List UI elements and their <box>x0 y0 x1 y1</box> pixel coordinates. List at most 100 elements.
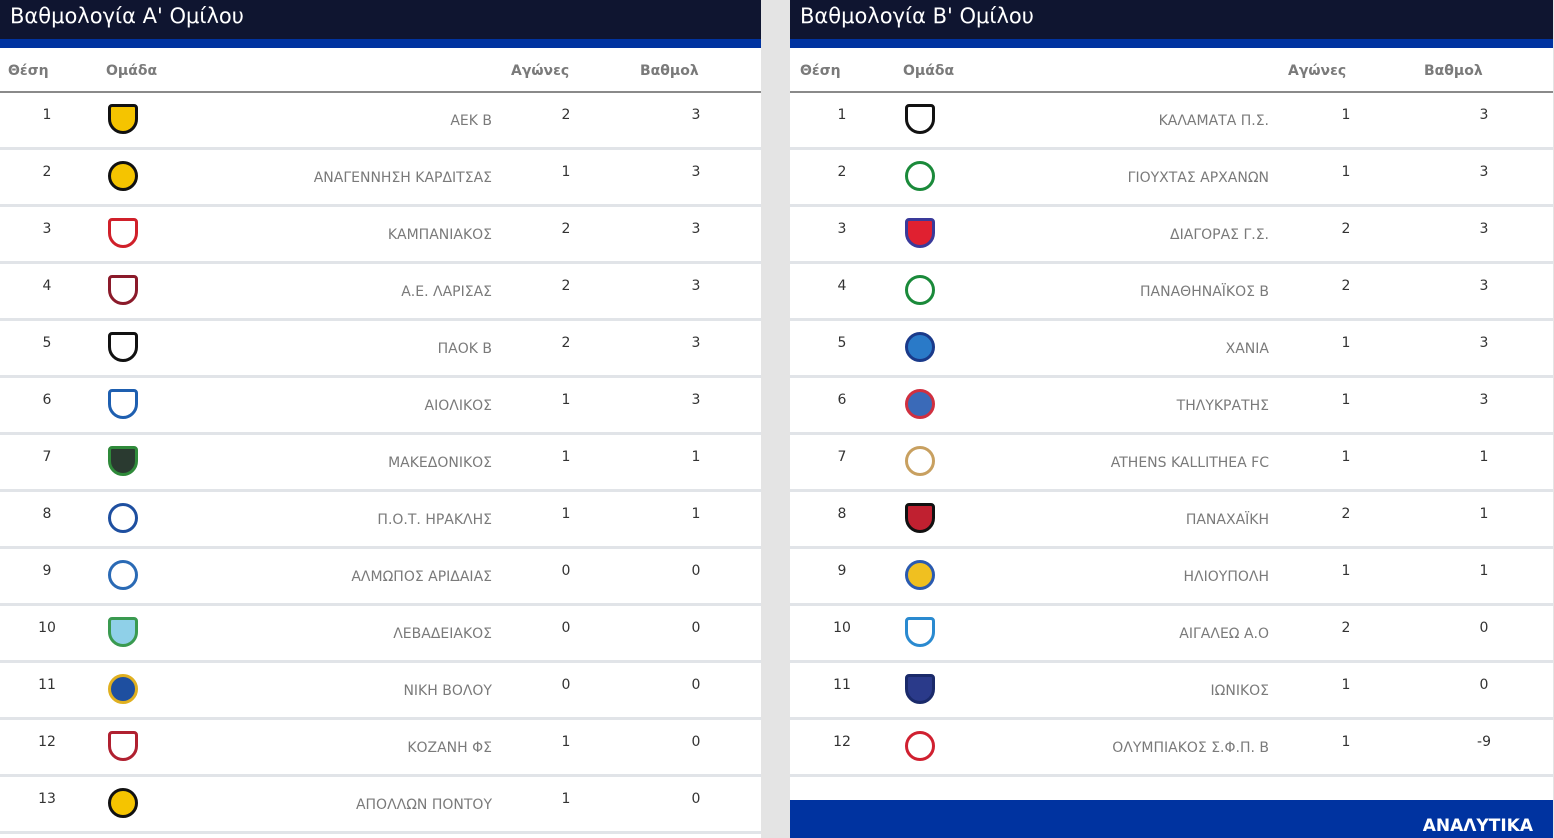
col-points-header: Βαθμολ <box>640 63 699 79</box>
team-name: ΑΛΜΩΠΟΣ ΑΡΙΔΑΙΑΣ <box>351 569 492 585</box>
position: 9 <box>42 563 52 579</box>
position: 3 <box>837 221 847 237</box>
table-row[interactable]: 9 ΗΛΙΟΥΠΟΛΗ 1 1 <box>790 549 1553 606</box>
team-name: ΑΙΟΛΙΚΟΣ <box>424 398 492 414</box>
table-header: Θέση Ομάδα Αγώνες Βαθμολ <box>0 48 761 93</box>
position: 8 <box>42 506 52 522</box>
games-played: 1 <box>561 164 571 180</box>
games-played: 2 <box>1341 221 1351 237</box>
games-played: 1 <box>1341 677 1351 693</box>
team-name: ΠΑΝΑΘΗΝΑΪΚΟΣ Β <box>1140 284 1269 300</box>
games-played: 1 <box>1341 392 1351 408</box>
team-name: ΔΙΑΓΟΡΑΣ Γ.Σ. <box>1170 227 1269 243</box>
games-played: 0 <box>561 677 571 693</box>
table-row[interactable]: 7 ATHENS KALLITHEA FC 1 1 <box>790 435 1553 492</box>
col-team-header: Ομάδα <box>106 63 158 79</box>
points: 1 <box>691 449 701 465</box>
team-crest-icon <box>905 617 935 647</box>
col-team-header: Ομάδα <box>903 63 955 79</box>
table-row[interactable]: 11 ΝΙΚΗ ΒΟΛΟΥ 0 0 <box>0 663 761 720</box>
table-row[interactable]: 6 ΤΗΛΥΚΡΑΤΗΣ 1 3 <box>790 378 1553 435</box>
team-crest-icon <box>108 560 138 590</box>
team-crest-icon <box>108 275 138 305</box>
team-name: ΑΝΑΓΕΝΝΗΣΗ ΚΑΡΔΙΤΣΑΣ <box>313 170 492 186</box>
team-crest-icon <box>905 503 935 533</box>
team-crest-icon <box>108 731 138 761</box>
table-row[interactable]: 1 ΑΕΚ Β 2 3 <box>0 93 761 150</box>
accent-stripe <box>790 39 1553 48</box>
position: 2 <box>837 164 847 180</box>
games-played: 2 <box>561 278 571 294</box>
team-crest-icon <box>108 788 138 818</box>
table-row[interactable]: 8 ΠΑΝΑΧΑΪΚΗ 2 1 <box>790 492 1553 549</box>
table-row[interactable]: 13 ΑΠΟΛΛΩΝ ΠΟΝΤΟΥ 1 0 <box>0 777 761 834</box>
points: 0 <box>691 563 701 579</box>
position: 11 <box>833 677 851 693</box>
points: 3 <box>1479 278 1489 294</box>
table-row[interactable]: 10 ΑΙΓΑΛΕΩ Α.Ο 2 0 <box>790 606 1553 663</box>
team-crest-icon <box>905 674 935 704</box>
table-row[interactable]: 10 ΛΕΒΑΔΕΙΑΚΟΣ 0 0 <box>0 606 761 663</box>
standings-rows: 1 ΚΑΛΑΜΑΤΑ Π.Σ. 1 3 2 ΓΙΟΥΧΤΑΣ ΑΡΧΑΝΩΝ 1 3 3 ΔΙΑΓ… <box>790 93 1553 777</box>
games-played: 2 <box>561 335 571 351</box>
table-row[interactable]: 3 ΔΙΑΓΟΡΑΣ Γ.Σ. 2 3 <box>790 207 1553 264</box>
team-crest-icon <box>905 104 935 134</box>
games-played: 1 <box>561 506 571 522</box>
table-row[interactable]: 5 ΠΑΟΚ Β 2 3 <box>0 321 761 378</box>
table-row[interactable]: 3 ΚΑΜΠΑΝΙΑΚΟΣ 2 3 <box>0 207 761 264</box>
team-name: ΑΕΚ Β <box>450 113 492 129</box>
table-row[interactable]: 1 ΚΑΛΑΜΑΤΑ Π.Σ. 1 3 <box>790 93 1553 150</box>
position: 11 <box>38 677 56 693</box>
table-row[interactable]: 2 ΓΙΟΥΧΤΑΣ ΑΡΧΑΝΩΝ 1 3 <box>790 150 1553 207</box>
team-crest-icon <box>108 389 138 419</box>
table-row[interactable]: 7 ΜΑΚΕΔΟΝΙΚΟΣ 1 1 <box>0 435 761 492</box>
points: 0 <box>1479 620 1489 636</box>
table-row[interactable]: 9 ΑΛΜΩΠΟΣ ΑΡΙΔΑΙΑΣ 0 0 <box>0 549 761 606</box>
table-row[interactable]: 8 Π.Ο.Τ. ΗΡΑΚΛΗΣ 1 1 <box>0 492 761 549</box>
team-crest-icon <box>905 218 935 248</box>
table-row[interactable]: 5 ΧΑΝΙΑ 1 3 <box>790 321 1553 378</box>
table-row[interactable]: 4 Α.Ε. ΛΑΡΙΣΑΣ 2 3 <box>0 264 761 321</box>
points: 1 <box>1479 506 1489 522</box>
group-a-title: Βαθμολογία Α' Ομίλου <box>0 0 761 39</box>
position: 8 <box>837 506 847 522</box>
games-played: 1 <box>1341 449 1351 465</box>
team-crest-icon <box>108 674 138 704</box>
points: 0 <box>691 791 701 807</box>
team-name: ΠΑΝΑΧΑΪΚΗ <box>1185 512 1269 528</box>
points: 3 <box>691 221 701 237</box>
table-row[interactable]: 4 ΠΑΝΑΘΗΝΑΪΚΟΣ Β 2 3 <box>790 264 1553 321</box>
games-played: 2 <box>1341 506 1351 522</box>
accent-stripe <box>0 39 761 48</box>
team-crest-icon <box>108 446 138 476</box>
team-name: Π.Ο.Τ. ΗΡΑΚΛΗΣ <box>377 512 492 528</box>
games-played: 1 <box>1341 164 1351 180</box>
table-row[interactable]: 2 ΑΝΑΓΕΝΝΗΣΗ ΚΑΡΔΙΤΣΑΣ 1 3 <box>0 150 761 207</box>
points: 3 <box>691 392 701 408</box>
details-button[interactable]: ΑΝΑΛΥΤΙΚΑ <box>790 800 1553 838</box>
position: 10 <box>833 620 851 636</box>
position: 7 <box>42 449 52 465</box>
table-row[interactable]: 12 ΚΟΖΑΝΗ ΦΣ 1 0 <box>0 720 761 777</box>
team-name: ΚΑΛΑΜΑΤΑ Π.Σ. <box>1158 113 1269 129</box>
team-name: ΝΙΚΗ ΒΟΛΟΥ <box>403 683 492 699</box>
col-points-header: Βαθμολ <box>1424 63 1483 79</box>
position: 1 <box>42 107 52 123</box>
team-name: ΛΕΒΑΔΕΙΑΚΟΣ <box>393 626 492 642</box>
group-b-standings: Βαθμολογία Β' Ομίλου Θέση Ομάδα Αγώνες Β… <box>790 0 1553 838</box>
position: 12 <box>38 734 56 750</box>
games-played: 1 <box>1341 335 1351 351</box>
position: 3 <box>42 221 52 237</box>
table-row[interactable]: 6 ΑΙΟΛΙΚΟΣ 1 3 <box>0 378 761 435</box>
games-played: 1 <box>561 791 571 807</box>
team-name: ΜΑΚΕΔΟΝΙΚΟΣ <box>388 455 492 471</box>
table-row[interactable]: 11 ΙΩΝΙΚΟΣ 1 0 <box>790 663 1553 720</box>
table-row[interactable]: 12 ΟΛΥΜΠΙΑΚΟΣ Σ.Φ.Π. Β 1 -9 <box>790 720 1553 777</box>
position: 10 <box>38 620 56 636</box>
points: 3 <box>691 335 701 351</box>
points: -9 <box>1477 734 1491 750</box>
position: 4 <box>837 278 847 294</box>
table-header: Θέση Ομάδα Αγώνες Βαθμολ <box>790 48 1553 93</box>
points: 3 <box>691 278 701 294</box>
position: 4 <box>42 278 52 294</box>
